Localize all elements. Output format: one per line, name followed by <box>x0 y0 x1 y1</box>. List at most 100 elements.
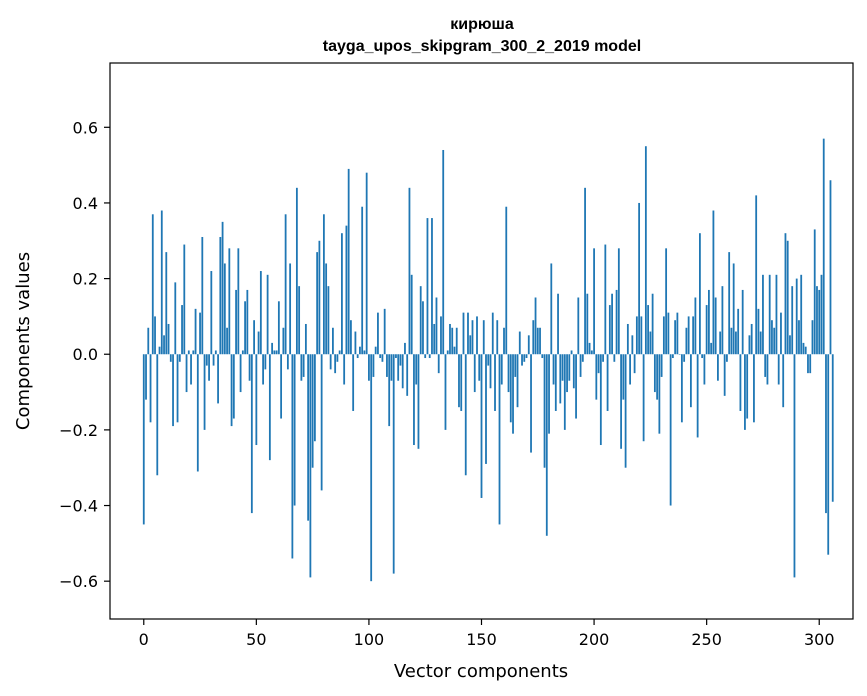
bar <box>737 308 740 355</box>
bar <box>708 289 710 355</box>
bar <box>674 320 677 355</box>
bar <box>183 244 186 355</box>
bar <box>728 252 731 355</box>
bar <box>507 354 510 393</box>
x-axis-label: Vector components <box>394 661 568 682</box>
y-axis: −0.6 −0.4 −0.2 0.0 0.2 0.4 0.6 <box>59 118 110 591</box>
bar <box>352 354 355 411</box>
bar <box>687 316 690 355</box>
bar <box>386 354 388 377</box>
bar <box>212 354 215 366</box>
bar <box>595 354 598 400</box>
bar <box>446 350 449 355</box>
bar <box>259 271 262 355</box>
bar <box>599 354 602 446</box>
bar <box>649 331 652 355</box>
bar <box>374 346 377 355</box>
bar <box>795 278 798 355</box>
bar <box>777 354 780 385</box>
bar <box>487 354 490 366</box>
x-tick-label: 50 <box>246 630 266 649</box>
bar <box>532 320 535 355</box>
bar <box>415 354 418 385</box>
bar <box>480 354 483 498</box>
bar <box>498 354 501 525</box>
bar <box>784 233 787 355</box>
bar <box>226 327 228 355</box>
bar <box>744 354 746 430</box>
bar <box>190 354 192 385</box>
bar <box>237 248 240 355</box>
bar <box>512 354 514 434</box>
bar <box>410 274 413 355</box>
bar <box>350 320 352 355</box>
bar <box>658 354 661 434</box>
bar <box>327 286 330 355</box>
chart-subtitle: tayga_upos_skipgram_300_2_2019 model <box>323 38 641 55</box>
bar <box>539 327 541 355</box>
bar <box>572 354 575 389</box>
bar <box>786 240 789 355</box>
bar <box>250 354 253 514</box>
bar <box>185 354 188 393</box>
bar <box>793 354 796 578</box>
bar <box>289 263 292 355</box>
bar <box>264 354 267 370</box>
bar <box>671 354 674 359</box>
bar <box>336 354 339 362</box>
bar <box>534 297 537 355</box>
bar <box>568 354 571 381</box>
bar <box>622 354 625 400</box>
bar <box>771 320 773 355</box>
bar <box>692 316 695 355</box>
x-tick-label: 200 <box>579 630 610 649</box>
bar <box>694 297 697 355</box>
bar <box>662 316 665 355</box>
bar <box>525 354 528 359</box>
y-tick-label: 0.4 <box>73 194 98 213</box>
bar <box>757 308 760 355</box>
bar <box>680 354 683 423</box>
bar <box>775 274 778 355</box>
bar <box>302 354 305 377</box>
bar <box>316 252 319 355</box>
bar <box>516 354 519 408</box>
y-tick-label: 0.6 <box>73 118 98 137</box>
bar <box>444 354 447 430</box>
bar <box>620 354 622 449</box>
bar <box>635 316 638 355</box>
bar <box>559 354 562 404</box>
bar <box>266 274 269 355</box>
chart-title: кирюша <box>450 16 514 33</box>
bar <box>584 187 586 355</box>
bar <box>577 297 580 355</box>
bar <box>422 301 424 355</box>
bar <box>368 354 370 381</box>
y-tick-label: 0.2 <box>73 270 98 289</box>
bar <box>453 346 456 355</box>
bar <box>721 286 724 355</box>
bar <box>478 354 481 381</box>
bar <box>248 354 251 381</box>
bar <box>739 354 742 411</box>
bar <box>816 286 818 355</box>
bar <box>773 327 776 355</box>
bar <box>685 327 688 355</box>
bar <box>741 289 744 355</box>
bar <box>705 305 708 355</box>
bar <box>442 149 445 355</box>
bar <box>640 316 643 355</box>
bar <box>295 187 298 355</box>
bar <box>419 286 422 355</box>
bar <box>590 350 593 355</box>
bar <box>293 354 296 506</box>
bar <box>408 187 411 355</box>
bar <box>766 354 769 385</box>
bar <box>768 274 771 355</box>
bar <box>521 354 523 366</box>
bar <box>377 312 379 355</box>
bar <box>300 354 303 381</box>
bar <box>536 327 539 355</box>
bar <box>712 210 715 355</box>
bar <box>158 346 161 355</box>
